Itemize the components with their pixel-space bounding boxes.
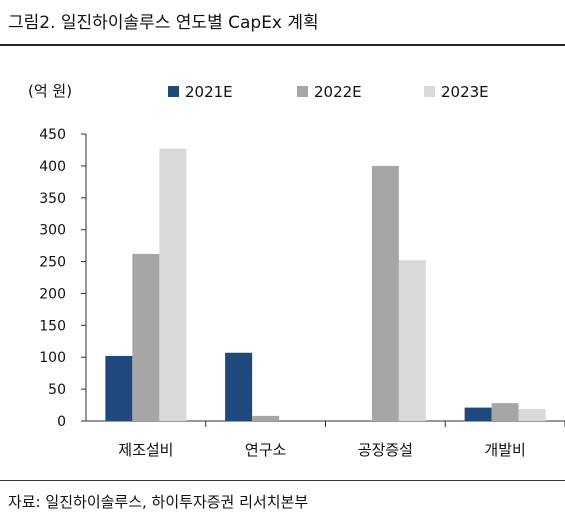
bar-2022E-0 xyxy=(132,253,160,421)
legend-label: 2023E xyxy=(441,83,489,101)
y-tick-label: 400 xyxy=(39,159,66,175)
bar-2021E-3 xyxy=(464,407,492,421)
bar-2022E-3 xyxy=(491,403,519,421)
legend-swatch xyxy=(297,86,308,97)
bar-2023E-2 xyxy=(398,260,426,421)
title-divider xyxy=(0,44,565,46)
bar-2021E-0 xyxy=(105,355,133,421)
y-tick-label: 50 xyxy=(48,382,66,398)
bar-2021E-1 xyxy=(225,352,253,421)
x-category-label: 제조설비 xyxy=(118,441,173,459)
x-category-label: 연구소 xyxy=(245,441,287,459)
y-tick-label: 100 xyxy=(39,350,66,366)
y-axis-unit-label: (억 원) xyxy=(28,82,72,100)
legend-label: 2022E xyxy=(314,83,362,101)
legend-swatch xyxy=(168,86,179,97)
legend-swatch xyxy=(424,86,435,97)
y-tick-label: 0 xyxy=(57,414,66,430)
x-category-label: 개발비 xyxy=(484,441,525,459)
legend: 2021E 2022E 2023E xyxy=(168,83,489,101)
y-tick-label: 200 xyxy=(39,286,66,302)
y-tick-label: 150 xyxy=(39,318,66,334)
source-note: 자료: 일진하이솔루스, 하이투자증권 리서치본부 xyxy=(8,493,309,511)
y-tick-label: 300 xyxy=(39,223,66,239)
y-tick-label: 350 xyxy=(39,191,66,207)
legend-label: 2021E xyxy=(185,83,233,101)
bar-2023E-0 xyxy=(159,148,187,421)
y-tick-label: 450 xyxy=(39,127,66,143)
bar-chart: (억 원) 2021E 2022E 2023E 0 50 100 150 200 250 300… xyxy=(28,82,565,459)
bars xyxy=(105,148,546,421)
axes: 0 50 100 150 200 250 300 350 400 450 xyxy=(39,127,565,430)
bar-2022E-2 xyxy=(371,165,399,421)
bar-2023E-3 xyxy=(518,408,546,421)
x-category-label: 공장증설 xyxy=(358,441,413,459)
chart-title: 그림2. 일진하이솔루스 연도별 CapEx 계획 xyxy=(8,13,319,33)
category-labels: 제조설비 연구소 공장증설 개발비 xyxy=(118,441,526,459)
y-tick-label: 250 xyxy=(39,255,66,271)
bottom-divider xyxy=(0,480,565,481)
bar-2022E-1 xyxy=(252,415,280,421)
